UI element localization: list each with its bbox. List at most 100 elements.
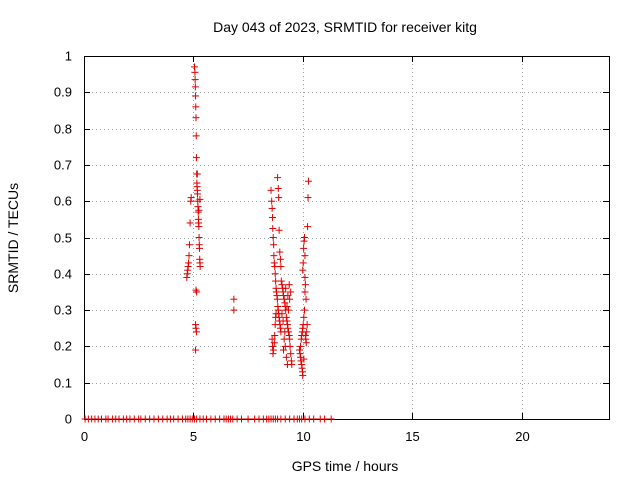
x-tick-label: 20 xyxy=(515,429,529,444)
data-point xyxy=(284,292,292,300)
data-point xyxy=(270,241,278,249)
data-point xyxy=(281,328,289,336)
data-point xyxy=(271,263,279,271)
data-point xyxy=(299,259,307,267)
y-tick-label: 0.4 xyxy=(54,267,72,282)
data-point xyxy=(283,361,291,369)
data-point xyxy=(278,281,286,289)
data-point xyxy=(301,288,309,296)
data-point xyxy=(300,244,308,252)
data-point xyxy=(195,206,203,214)
data-point xyxy=(300,355,308,363)
data-point xyxy=(283,302,291,310)
data-point xyxy=(277,277,285,285)
y-tick-label: 0.8 xyxy=(54,122,72,137)
data-point xyxy=(271,332,279,340)
data-point xyxy=(270,252,278,260)
data-point xyxy=(285,281,293,289)
data-point xyxy=(270,339,278,347)
data-point xyxy=(327,415,335,423)
data-point xyxy=(269,224,277,232)
data-point xyxy=(275,226,283,234)
x-axis-label: GPS time / hours xyxy=(292,458,399,474)
data-point xyxy=(192,328,200,336)
data-point xyxy=(196,244,203,252)
data-point xyxy=(192,154,200,162)
data-point xyxy=(321,415,329,423)
y-tick-label: 0.6 xyxy=(54,194,72,209)
data-point xyxy=(192,114,200,122)
data-point xyxy=(185,259,193,267)
data-point xyxy=(304,223,312,231)
data-point xyxy=(286,295,294,303)
data-point xyxy=(238,415,245,423)
data-point xyxy=(194,208,202,216)
y-tick-label: 0 xyxy=(65,412,72,427)
data-point xyxy=(273,295,281,303)
data-point xyxy=(268,197,276,205)
data-point xyxy=(301,273,309,281)
data-point xyxy=(303,321,311,329)
data-point xyxy=(269,234,277,241)
data-point xyxy=(287,350,295,358)
data-point xyxy=(282,313,290,321)
data-point xyxy=(295,346,303,354)
data-point xyxy=(310,415,318,423)
data-point xyxy=(271,321,279,329)
data-point xyxy=(187,194,195,202)
y-tick-label: 0.1 xyxy=(54,376,72,391)
x-tick-label: 10 xyxy=(296,429,310,444)
data-point xyxy=(277,263,285,271)
data-point xyxy=(287,288,295,296)
data-point xyxy=(299,266,307,274)
data-point xyxy=(276,248,284,256)
data-point xyxy=(281,342,289,350)
data-point xyxy=(195,234,203,241)
data-points xyxy=(81,63,335,423)
data-point xyxy=(272,310,280,318)
data-point xyxy=(300,313,308,321)
data-point xyxy=(303,328,311,336)
x-tick-label: 15 xyxy=(405,429,419,444)
y-tick-label: 0.3 xyxy=(54,303,72,318)
data-point xyxy=(299,371,307,379)
data-point xyxy=(186,219,194,227)
data-point xyxy=(193,170,201,178)
data-point xyxy=(185,252,193,260)
data-point xyxy=(269,214,277,222)
data-point xyxy=(304,177,312,185)
data-point xyxy=(274,184,282,192)
data-point xyxy=(244,415,252,423)
grid xyxy=(84,56,609,419)
data-point xyxy=(301,306,308,314)
data-point xyxy=(282,353,290,361)
data-point xyxy=(271,270,279,278)
data-point xyxy=(195,223,203,231)
y-tick-label: 0.2 xyxy=(54,339,72,354)
axis-ticks: 00.10.20.30.40.50.60.70.80.910 5 10 15 20 xyxy=(54,49,609,444)
data-point xyxy=(192,92,200,100)
data-point xyxy=(191,76,199,84)
data-point xyxy=(297,357,305,365)
data-point xyxy=(267,186,275,194)
y-tick-label: 1 xyxy=(65,49,72,64)
data-point xyxy=(193,288,201,296)
data-point xyxy=(192,103,200,111)
data-point xyxy=(191,83,199,91)
data-point xyxy=(185,241,193,249)
data-point xyxy=(285,306,293,314)
data-point xyxy=(196,263,204,271)
data-point xyxy=(269,346,277,354)
data-point xyxy=(280,346,287,354)
data-point xyxy=(230,295,238,303)
chart-title: Day 043 of 2023, SRMTID for receiver kit… xyxy=(213,19,477,35)
data-point xyxy=(274,174,282,182)
data-point xyxy=(276,255,284,263)
data-point xyxy=(280,335,288,343)
data-point xyxy=(275,194,283,202)
data-point xyxy=(284,324,292,332)
y-tick-label: 0.9 xyxy=(54,85,72,100)
data-point xyxy=(230,306,238,314)
